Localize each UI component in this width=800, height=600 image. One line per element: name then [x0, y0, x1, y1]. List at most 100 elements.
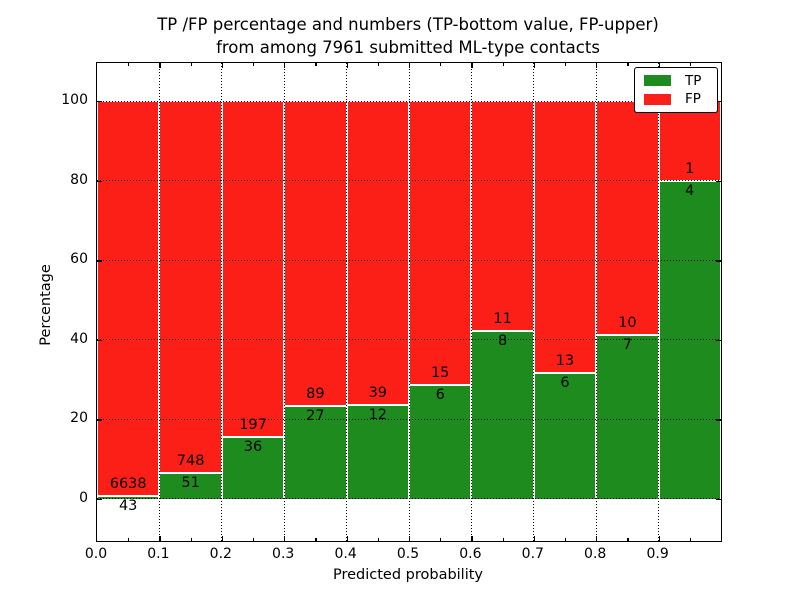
- tp-bar-segment: [221, 437, 285, 499]
- y-major-tick: [97, 498, 102, 501]
- fp-count-label: 15: [430, 365, 450, 382]
- fp-bar-segment: [221, 101, 285, 438]
- fp-count-label: 748: [176, 453, 205, 470]
- tp-count-label: 36: [243, 439, 263, 456]
- x-minor-tick: [253, 538, 255, 541]
- x-major-tick: [159, 63, 161, 68]
- x-major-tick: [596, 63, 598, 68]
- fp-bar-segment: [159, 101, 222, 474]
- x-minor-tick: [315, 538, 317, 541]
- tp-bar-segment: [97, 496, 160, 499]
- x-major-tick: [284, 536, 286, 541]
- tp-count-label: 43: [118, 498, 138, 515]
- x-minor-tick: [253, 63, 255, 66]
- y-tick-label: 60: [70, 251, 88, 268]
- x-tick-label: 0.1: [147, 546, 170, 562]
- fp-count-label: 89: [306, 386, 325, 403]
- legend-label-fp: FP: [685, 91, 701, 108]
- x-major-tick: [159, 536, 161, 541]
- tp-bar-segment: [346, 405, 409, 499]
- x-minor-tick: [440, 63, 442, 66]
- x-minor-tick: [689, 63, 692, 66]
- x-minor-tick: [502, 63, 504, 66]
- fp-color-swatch: [644, 93, 671, 105]
- legend-entry-fp: FP: [635, 92, 717, 106]
- x-major-tick: [596, 536, 598, 541]
- y-major-tick: [716, 101, 721, 103]
- tp-bar-segment: [533, 373, 597, 499]
- y-major-tick: [716, 419, 721, 421]
- x-major-tick: [471, 63, 473, 68]
- tp-count-label: 4: [685, 182, 695, 199]
- x-tick-label: 0.9: [646, 546, 669, 562]
- x-major-tick: [346, 536, 348, 541]
- x-minor-tick: [128, 538, 130, 541]
- tp-count-label: 6: [435, 387, 445, 404]
- x-major-tick: [533, 63, 536, 68]
- x-minor-tick: [565, 63, 567, 66]
- vertical-gridline: [595, 63, 597, 541]
- tp-bar-segment: [596, 335, 659, 499]
- fp-count-label: 1: [685, 160, 695, 177]
- x-minor-tick: [128, 63, 130, 66]
- fp-count-label: 197: [239, 417, 267, 434]
- x-tick-label: 0.0: [84, 546, 108, 562]
- horizontal-gridline: [97, 180, 721, 182]
- x-minor-tick: [440, 538, 442, 541]
- tp-bar-segment: [159, 473, 222, 499]
- horizontal-gridline: [97, 100, 721, 102]
- vertical-gridline: [658, 63, 660, 541]
- x-minor-tick: [377, 538, 380, 541]
- x-major-tick: [471, 536, 473, 541]
- y-major-tick: [97, 101, 102, 103]
- fp-bar-segment: [346, 101, 409, 406]
- plot-area: TP FP 6638 43 748 51 197 36 89 27 39 12 15 6 11 8 13 6 1…: [96, 62, 722, 542]
- x-minor-tick: [315, 63, 317, 66]
- legend: TP FP: [634, 67, 718, 113]
- fp-bar-segment: [658, 101, 721, 181]
- x-major-tick: [658, 536, 660, 541]
- tp-color-swatch: [644, 75, 671, 87]
- y-tick-label: 20: [70, 410, 88, 427]
- x-tick-label: 0.3: [272, 546, 295, 562]
- y-major-tick: [716, 260, 721, 262]
- x-major-tick: [409, 536, 411, 541]
- fp-bar-segment: [533, 101, 597, 374]
- tp-count-label: 51: [181, 475, 200, 492]
- horizontal-gridline: [97, 418, 721, 420]
- x-tick-label: 0.7: [521, 546, 544, 562]
- x-tick-label: 0.6: [459, 546, 482, 562]
- fp-count-label: 10: [618, 315, 637, 332]
- fp-count-label: 39: [368, 385, 388, 402]
- vertical-gridline: [158, 63, 160, 541]
- horizontal-gridline: [97, 498, 721, 500]
- tp-count-label: 27: [306, 408, 325, 425]
- vertical-gridline: [283, 63, 285, 541]
- x-major-tick: [409, 63, 411, 68]
- fp-count-label: 11: [493, 311, 512, 328]
- x-major-tick: [533, 536, 536, 541]
- tp-bar-segment: [409, 385, 472, 499]
- horizontal-gridline: [97, 339, 721, 341]
- y-major-tick: [716, 339, 721, 342]
- x-minor-tick: [502, 538, 504, 541]
- x-axis-label: Predicted probability: [332, 567, 484, 583]
- x-major-tick: [346, 63, 348, 68]
- vertical-gridline: [221, 63, 223, 541]
- fp-bar-segment: [409, 101, 472, 386]
- tp-count-label: 8: [497, 333, 508, 350]
- legend-label-tp: TP: [685, 72, 702, 89]
- x-major-tick: [221, 63, 224, 68]
- y-major-tick: [716, 180, 721, 182]
- y-tick-label: 80: [70, 171, 88, 188]
- chart-title: TP /FP percentage and numbers (TP-bottom…: [8, 13, 800, 59]
- x-tick-label: 0.8: [584, 546, 607, 562]
- x-major-tick: [658, 63, 660, 68]
- fp-bar-segment: [471, 101, 534, 332]
- y-major-tick: [716, 498, 721, 501]
- x-major-tick: [221, 536, 224, 541]
- fp-bar-segment: [284, 101, 347, 407]
- x-major-tick: [284, 63, 286, 68]
- horizontal-gridline: [97, 259, 721, 261]
- y-tick-label: 100: [61, 92, 88, 109]
